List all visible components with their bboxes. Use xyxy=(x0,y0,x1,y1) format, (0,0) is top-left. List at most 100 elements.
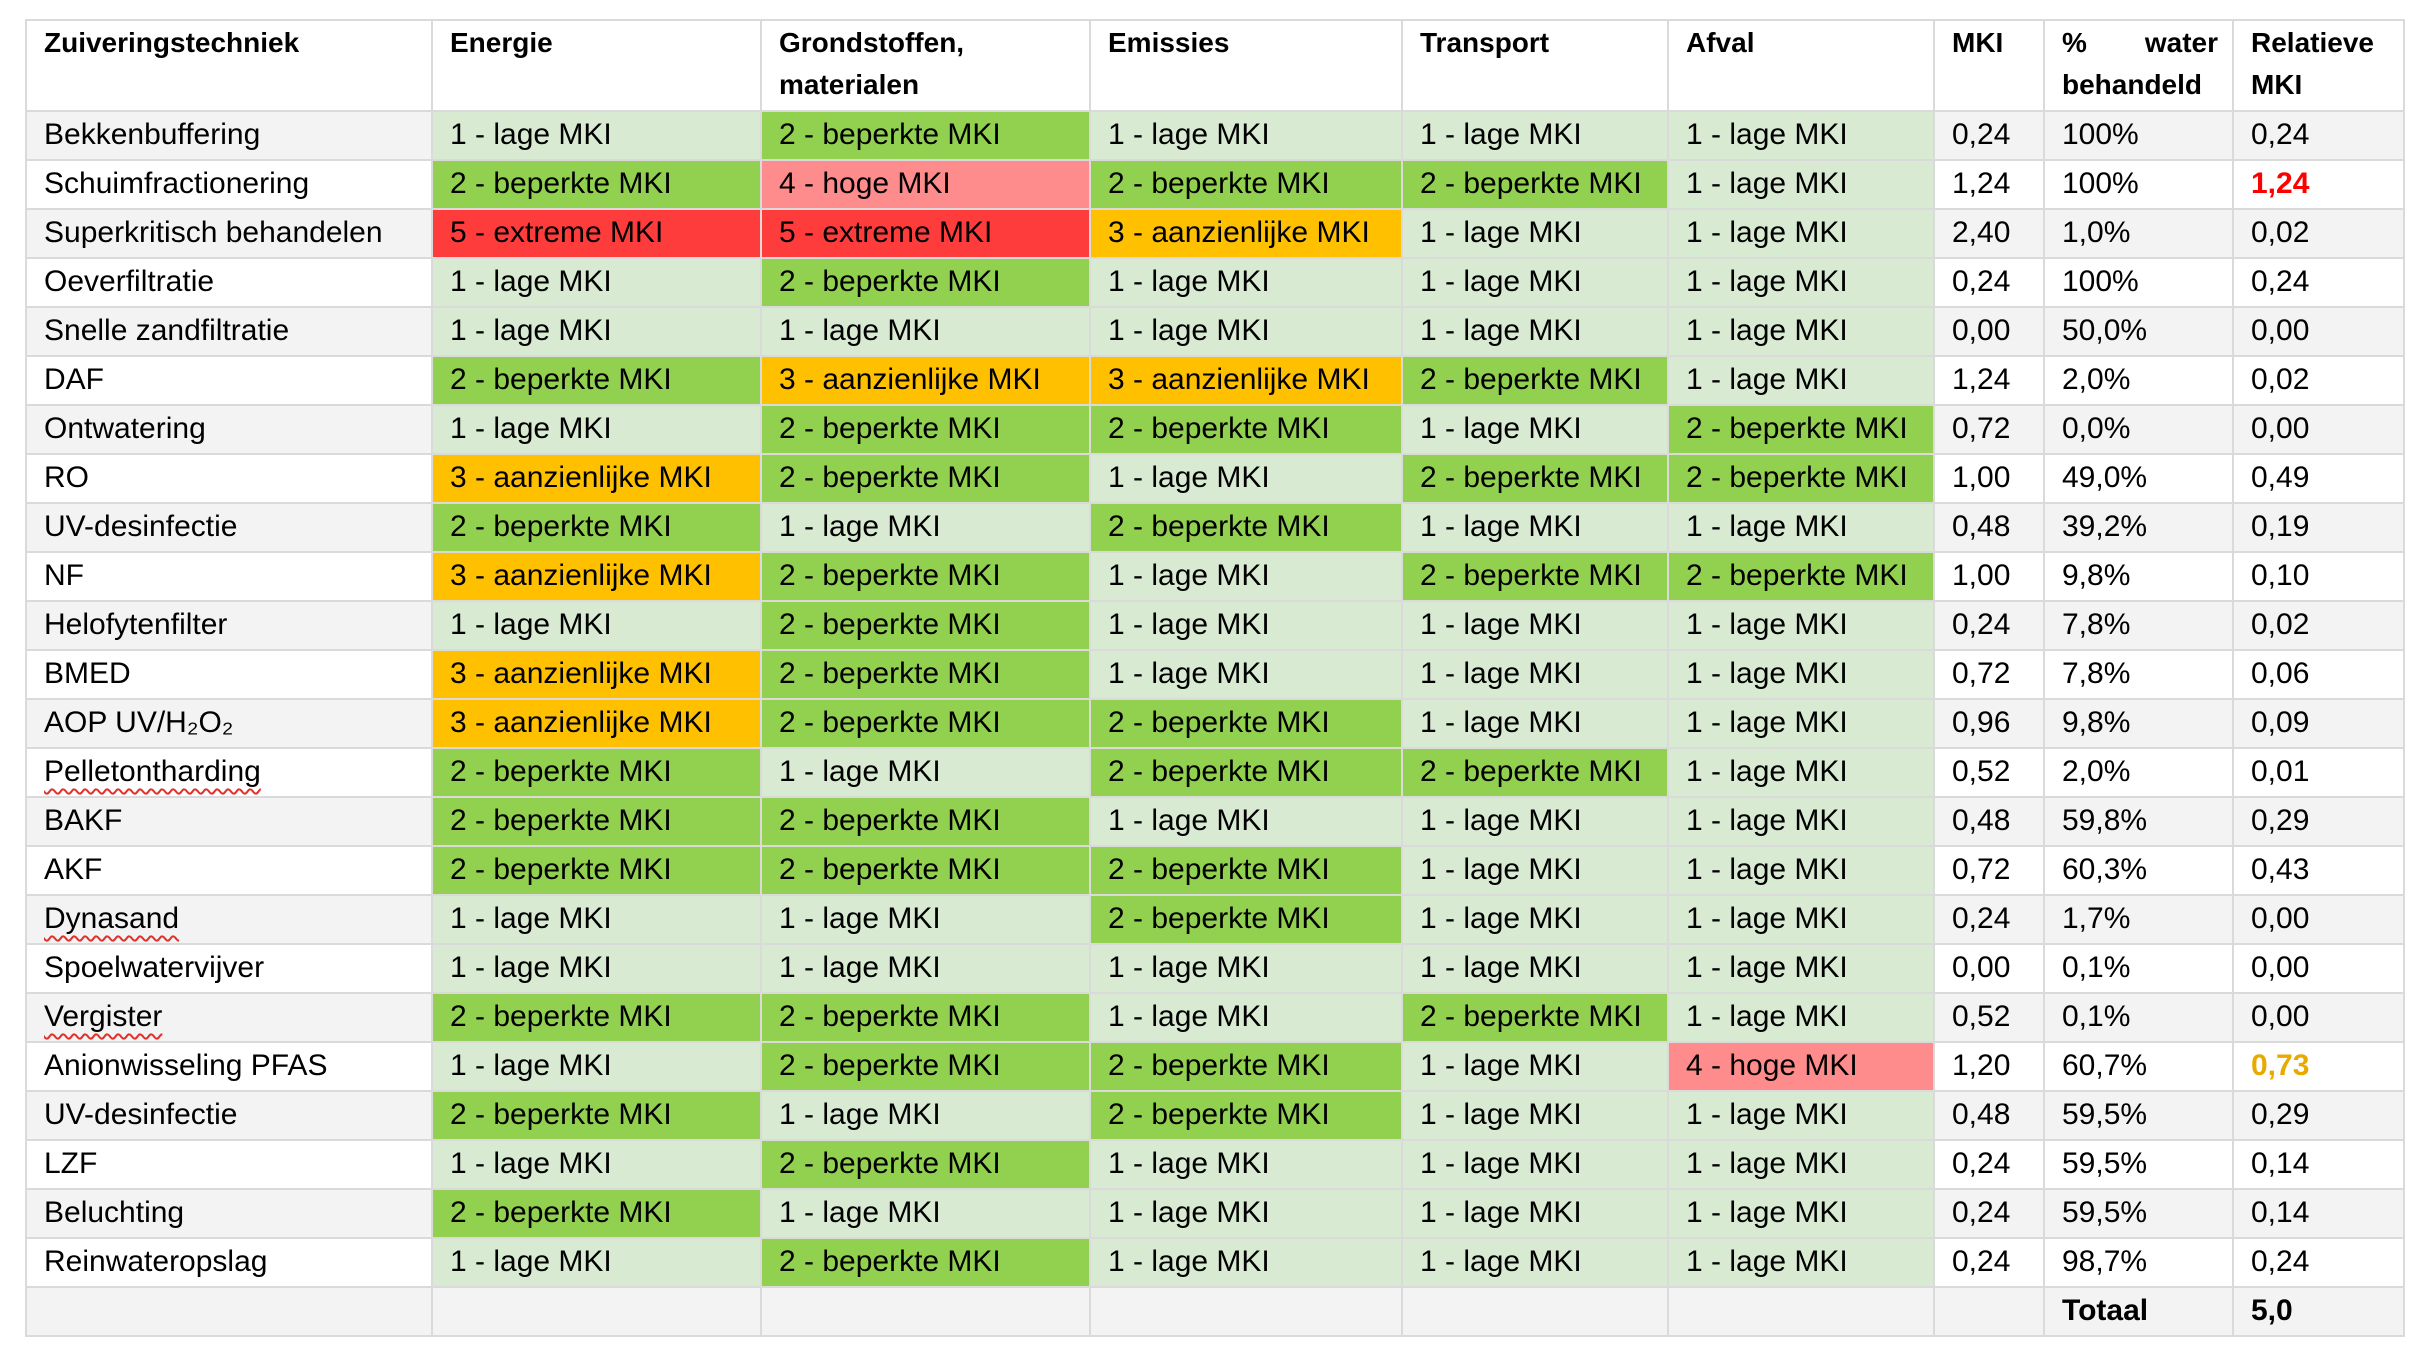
transport-score-cell: 1 - lage MKI xyxy=(1403,1141,1669,1190)
water-treated-cell: 9,8% xyxy=(2045,553,2234,602)
mki-value-cell: 0,00 xyxy=(1935,945,2045,994)
afval-score-cell: 1 - lage MKI xyxy=(1669,798,1935,847)
total-row-empty-cell xyxy=(27,1288,433,1337)
grondstoffen-score-cell: 1 - lage MKI xyxy=(762,1092,1091,1141)
technique-cell: Spoelwatervijver xyxy=(27,945,433,994)
afval-score-cell: 1 - lage MKI xyxy=(1669,210,1935,259)
transport-score-cell: 1 - lage MKI xyxy=(1403,308,1669,357)
water-treated-cell: 1,7% xyxy=(2045,896,2234,945)
grondstoffen-score-cell: 1 - lage MKI xyxy=(762,749,1091,798)
mki-value-cell: 0,72 xyxy=(1935,847,2045,896)
emissies-score-cell: 2 - beperkte MKI xyxy=(1091,504,1403,553)
energie-score-cell: 1 - lage MKI xyxy=(433,259,762,308)
water-treated-cell: 59,5% xyxy=(2045,1092,2234,1141)
mki-value-cell: 1,24 xyxy=(1935,357,2045,406)
emissies-score-cell: 2 - beperkte MKI xyxy=(1091,406,1403,455)
water-treated-cell: 59,5% xyxy=(2045,1141,2234,1190)
afval-score-cell: 1 - lage MKI xyxy=(1669,847,1935,896)
mki-value-cell: 0,24 xyxy=(1935,1141,2045,1190)
water-treated-cell: 0,0% xyxy=(2045,406,2234,455)
grondstoffen-score-cell: 2 - beperkte MKI xyxy=(762,112,1091,161)
water-treated-cell: 100% xyxy=(2045,259,2234,308)
afval-score-cell: 1 - lage MKI xyxy=(1669,749,1935,798)
relative-mki-cell: 0,00 xyxy=(2234,945,2405,994)
water-treated-cell: 49,0% xyxy=(2045,455,2234,504)
mki-value-cell: 0,52 xyxy=(1935,994,2045,1043)
technique-cell: Schuimfractionering xyxy=(27,161,433,210)
emissies-score-cell: 1 - lage MKI xyxy=(1091,553,1403,602)
emissies-score-cell: 2 - beperkte MKI xyxy=(1091,847,1403,896)
grondstoffen-score-cell: 2 - beperkte MKI xyxy=(762,651,1091,700)
transport-score-cell: 1 - lage MKI xyxy=(1403,651,1669,700)
afval-score-cell: 1 - lage MKI xyxy=(1669,1190,1935,1239)
grondstoffen-score-cell: 1 - lage MKI xyxy=(762,945,1091,994)
emissies-score-cell: 1 - lage MKI xyxy=(1091,112,1403,161)
relative-mki-cell: 0,01 xyxy=(2234,749,2405,798)
mki-value-cell: 0,24 xyxy=(1935,602,2045,651)
mki-value-cell: 0,48 xyxy=(1935,1092,2045,1141)
emissies-score-cell: 1 - lage MKI xyxy=(1091,455,1403,504)
emissies-score-cell: 1 - lage MKI xyxy=(1091,994,1403,1043)
technique-cell: UV-desinfectie xyxy=(27,1092,433,1141)
water-treated-cell: 7,8% xyxy=(2045,651,2234,700)
emissies-score-cell: 3 - aanzienlijke MKI xyxy=(1091,210,1403,259)
technique-cell: Anionwisseling PFAS xyxy=(27,1043,433,1092)
water-treated-cell: 59,8% xyxy=(2045,798,2234,847)
energie-score-cell: 3 - aanzienlijke MKI xyxy=(433,455,762,504)
transport-score-cell: 1 - lage MKI xyxy=(1403,259,1669,308)
column-header-grondstoffen: Grondstoffen, materialen xyxy=(762,21,1091,112)
grondstoffen-score-cell: 3 - aanzienlijke MKI xyxy=(762,357,1091,406)
emissies-score-cell: 3 - aanzienlijke MKI xyxy=(1091,357,1403,406)
energie-score-cell: 1 - lage MKI xyxy=(433,945,762,994)
technique-cell: Snelle zandfiltratie xyxy=(27,308,433,357)
energie-score-cell: 5 - extreme MKI xyxy=(433,210,762,259)
emissies-score-cell: 1 - lage MKI xyxy=(1091,1239,1403,1288)
energie-score-cell: 3 - aanzienlijke MKI xyxy=(433,700,762,749)
mki-value-cell: 2,40 xyxy=(1935,210,2045,259)
afval-score-cell: 1 - lage MKI xyxy=(1669,994,1935,1043)
energie-score-cell: 1 - lage MKI xyxy=(433,1043,762,1092)
mki-value-cell: 1,00 xyxy=(1935,553,2045,602)
energie-score-cell: 3 - aanzienlijke MKI xyxy=(433,651,762,700)
technique-cell: Dynasand xyxy=(27,896,433,945)
technique-cell: Ontwatering xyxy=(27,406,433,455)
grondstoffen-score-cell: 4 - hoge MKI xyxy=(762,161,1091,210)
mki-value-cell: 1,20 xyxy=(1935,1043,2045,1092)
transport-score-cell: 1 - lage MKI xyxy=(1403,406,1669,455)
relative-mki-cell: 0,29 xyxy=(2234,1092,2405,1141)
emissies-score-cell: 1 - lage MKI xyxy=(1091,945,1403,994)
transport-score-cell: 2 - beperkte MKI xyxy=(1403,553,1669,602)
transport-score-cell: 2 - beperkte MKI xyxy=(1403,994,1669,1043)
technique-cell: LZF xyxy=(27,1141,433,1190)
transport-score-cell: 1 - lage MKI xyxy=(1403,945,1669,994)
energie-score-cell: 2 - beperkte MKI xyxy=(433,994,762,1043)
relative-mki-cell: 1,24 xyxy=(2234,161,2405,210)
energie-score-cell: 3 - aanzienlijke MKI xyxy=(433,553,762,602)
transport-score-cell: 1 - lage MKI xyxy=(1403,1092,1669,1141)
relative-mki-cell: 0,14 xyxy=(2234,1141,2405,1190)
water-treated-cell: 7,8% xyxy=(2045,602,2234,651)
mki-value-cell: 0,24 xyxy=(1935,112,2045,161)
relative-mki-cell: 0,24 xyxy=(2234,1239,2405,1288)
transport-score-cell: 2 - beperkte MKI xyxy=(1403,455,1669,504)
afval-score-cell: 1 - lage MKI xyxy=(1669,504,1935,553)
technique-cell: BMED xyxy=(27,651,433,700)
relative-mki-cell: 0,10 xyxy=(2234,553,2405,602)
grondstoffen-score-cell: 2 - beperkte MKI xyxy=(762,847,1091,896)
transport-score-cell: 2 - beperkte MKI xyxy=(1403,357,1669,406)
technique-cell: NF xyxy=(27,553,433,602)
afval-score-cell: 1 - lage MKI xyxy=(1669,357,1935,406)
technique-cell: DAF xyxy=(27,357,433,406)
energie-score-cell: 2 - beperkte MKI xyxy=(433,749,762,798)
energie-score-cell: 1 - lage MKI xyxy=(433,1239,762,1288)
afval-score-cell: 1 - lage MKI xyxy=(1669,1092,1935,1141)
technique-cell: Bekkenbuffering xyxy=(27,112,433,161)
grondstoffen-score-cell: 2 - beperkte MKI xyxy=(762,455,1091,504)
relative-mki-cell: 0,49 xyxy=(2234,455,2405,504)
emissies-score-cell: 2 - beperkte MKI xyxy=(1091,749,1403,798)
grondstoffen-score-cell: 2 - beperkte MKI xyxy=(762,798,1091,847)
grondstoffen-score-cell: 5 - extreme MKI xyxy=(762,210,1091,259)
afval-score-cell: 1 - lage MKI xyxy=(1669,602,1935,651)
mki-value-cell: 0,96 xyxy=(1935,700,2045,749)
technique-cell: Vergister xyxy=(27,994,433,1043)
